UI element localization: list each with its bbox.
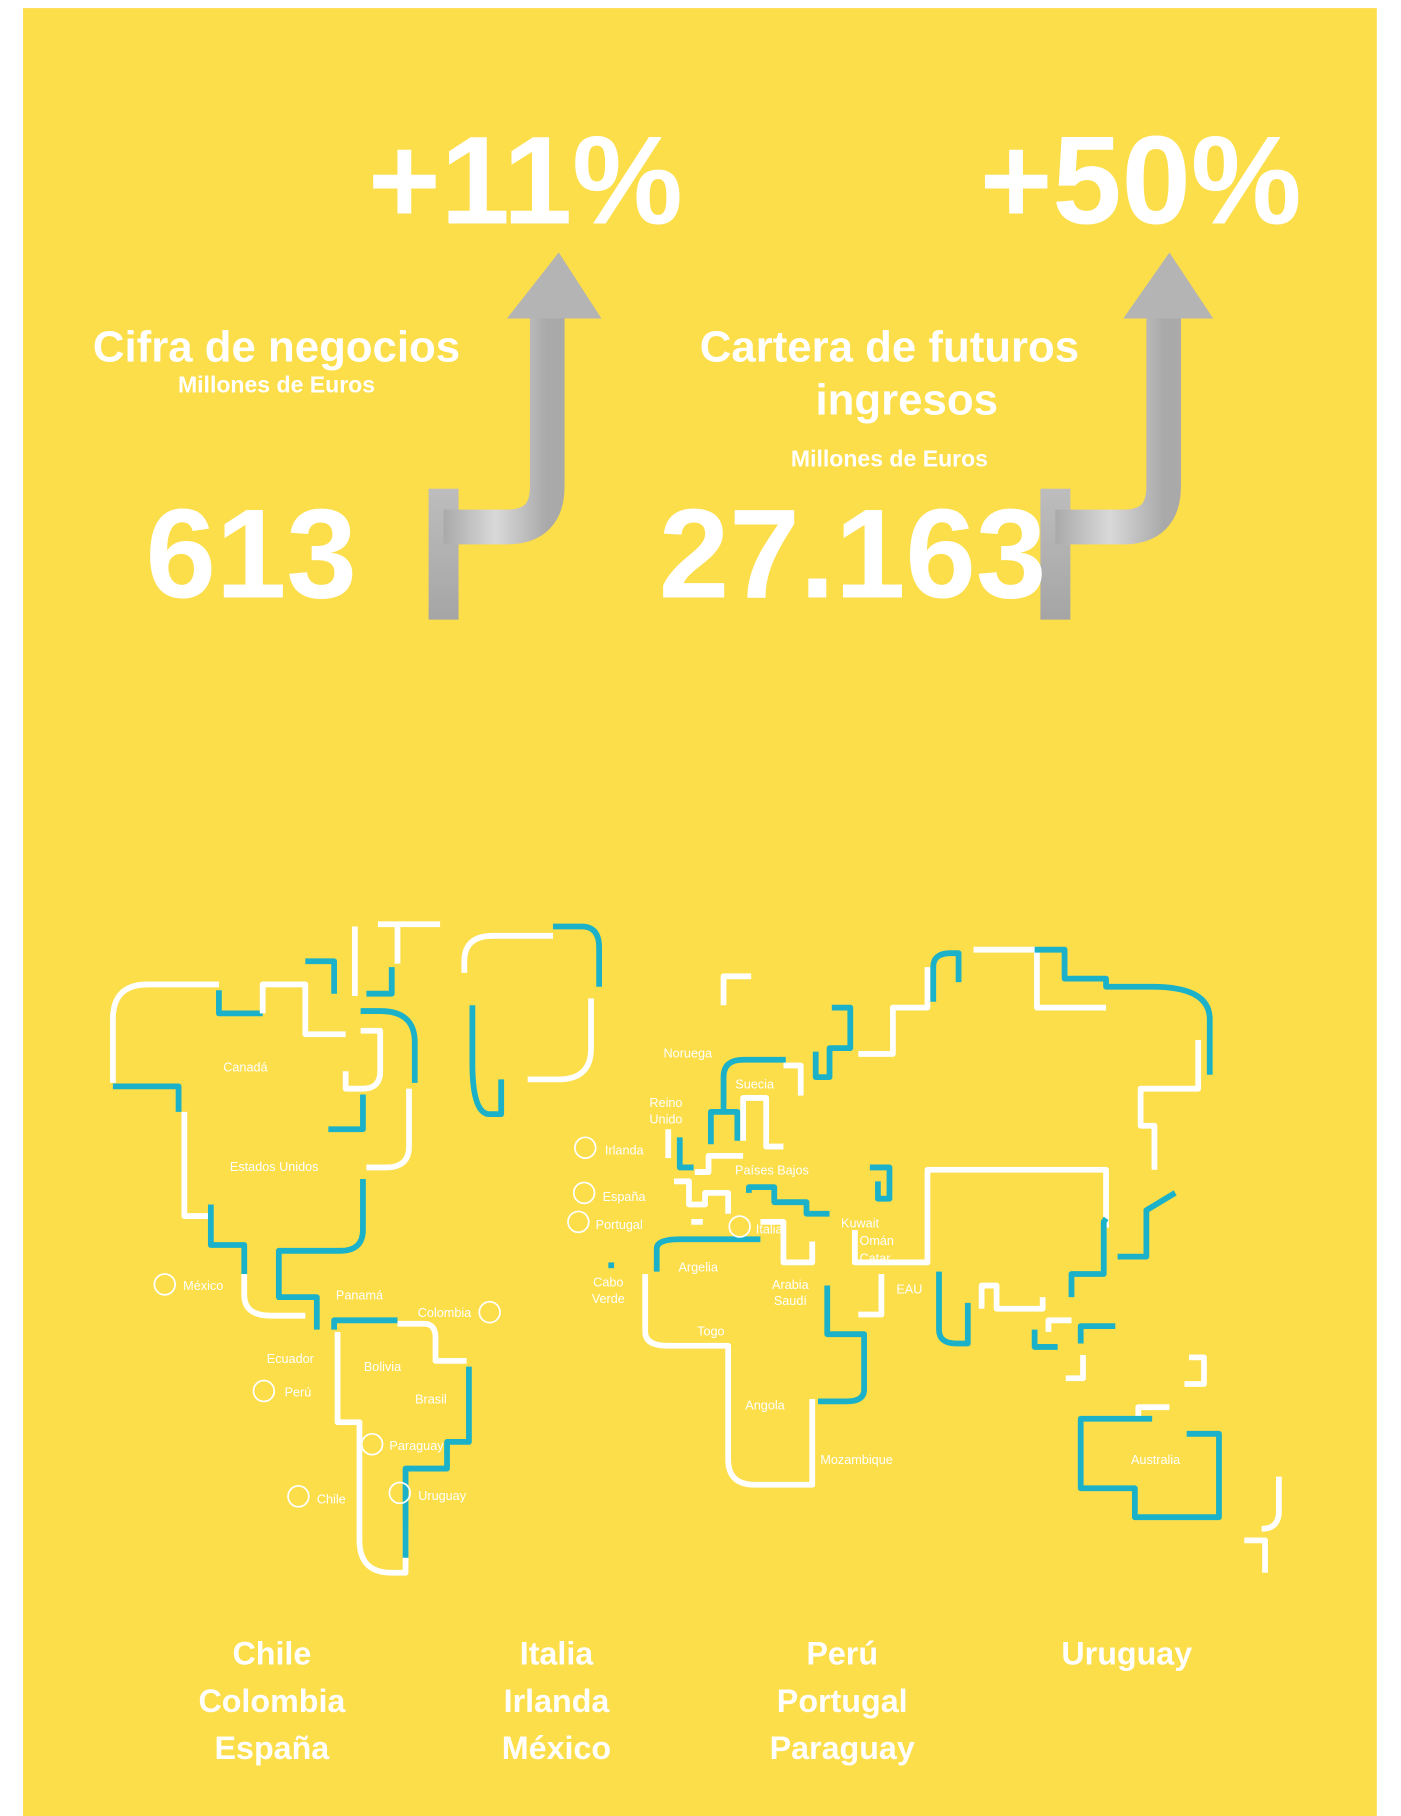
country-label: Saudí	[774, 1294, 808, 1308]
location-marker	[360, 1432, 384, 1456]
stat-subtitle: Millones de Euros	[791, 446, 988, 472]
country-label: Países Bajos	[735, 1163, 809, 1177]
country-label: Kuwait	[841, 1217, 879, 1231]
country-label: Reino	[649, 1096, 682, 1110]
country-name: Chile	[232, 1635, 311, 1671]
country-label: Perú	[285, 1386, 312, 1400]
country-name: Portugal	[777, 1683, 908, 1719]
country-columns: Chile Colombia España Italia Irlanda México Pe…	[198, 1635, 1192, 1766]
stat-title: Cartera de futuros	[700, 322, 1079, 371]
country-label: Brasil	[415, 1393, 447, 1407]
country-label: Unido	[649, 1112, 682, 1126]
country-label: Cabo	[593, 1276, 623, 1290]
country-label: Ecuador	[267, 1352, 315, 1366]
country-name: Perú	[806, 1635, 878, 1671]
country-label: Chile	[317, 1492, 346, 1506]
country-label: Portugal	[596, 1218, 643, 1232]
country-label: Catar	[859, 1251, 891, 1265]
country-label: Uruguay	[418, 1489, 466, 1503]
location-marker	[574, 1136, 597, 1160]
country-label: Colombia	[418, 1306, 472, 1320]
country-label: Canadá	[223, 1060, 268, 1074]
country-label: Suecia	[735, 1078, 775, 1092]
country-name: Colombia	[198, 1683, 346, 1719]
delta: +11%	[368, 111, 683, 250]
country-label: Panamá	[336, 1288, 384, 1302]
location-marker	[252, 1379, 276, 1403]
country-label: Togo	[697, 1324, 724, 1338]
country-label: Angola	[745, 1398, 785, 1412]
country-label: Argelia	[678, 1261, 718, 1275]
location-marker	[153, 1273, 176, 1296]
country-name: Uruguay	[1061, 1635, 1192, 1671]
world-map	[110, 921, 1282, 1576]
stat-title: ingresos	[816, 376, 998, 425]
country-label: Verde	[592, 1292, 625, 1306]
location-marker	[287, 1485, 310, 1508]
country-label: Irlanda	[605, 1144, 645, 1158]
country-label: Australia	[1131, 1453, 1181, 1467]
country-label: Arabia	[772, 1278, 810, 1292]
country-name: Irlanda	[504, 1683, 611, 1719]
country-name: Italia	[520, 1635, 594, 1671]
location-marker	[388, 1481, 412, 1505]
delta: +50%	[980, 111, 1302, 250]
arrow	[428, 252, 602, 620]
country-label: Paraguay	[389, 1439, 444, 1453]
country-label: México	[183, 1279, 223, 1293]
location-marker	[572, 1181, 596, 1205]
country-label: España	[603, 1190, 647, 1204]
map-labels: Canadá Estados Unidos México Panamá Colombia…	[153, 1046, 1181, 1508]
country-label: Bolivia	[364, 1360, 402, 1374]
country-label: Italia	[756, 1222, 784, 1236]
country-name: México	[502, 1730, 611, 1766]
location-marker	[728, 1215, 751, 1238]
stat-value: 613	[145, 482, 356, 624]
stat-subtitle: Millones de Euros	[178, 372, 375, 398]
location-marker	[567, 1210, 590, 1234]
country-label: EAU	[896, 1283, 922, 1297]
country-label: Mozambique	[820, 1453, 892, 1467]
location-marker	[478, 1300, 501, 1324]
stat-title: Cifra de negocios	[93, 322, 460, 371]
country-label: Noruega	[664, 1046, 713, 1060]
country-name: España	[215, 1730, 331, 1766]
country-label: Estados Unidos	[230, 1160, 319, 1174]
country-label: Omán	[859, 1234, 893, 1248]
arrow	[1040, 252, 1214, 620]
stat-value: 27.163	[659, 482, 1047, 624]
country-name: Paraguay	[770, 1730, 915, 1766]
